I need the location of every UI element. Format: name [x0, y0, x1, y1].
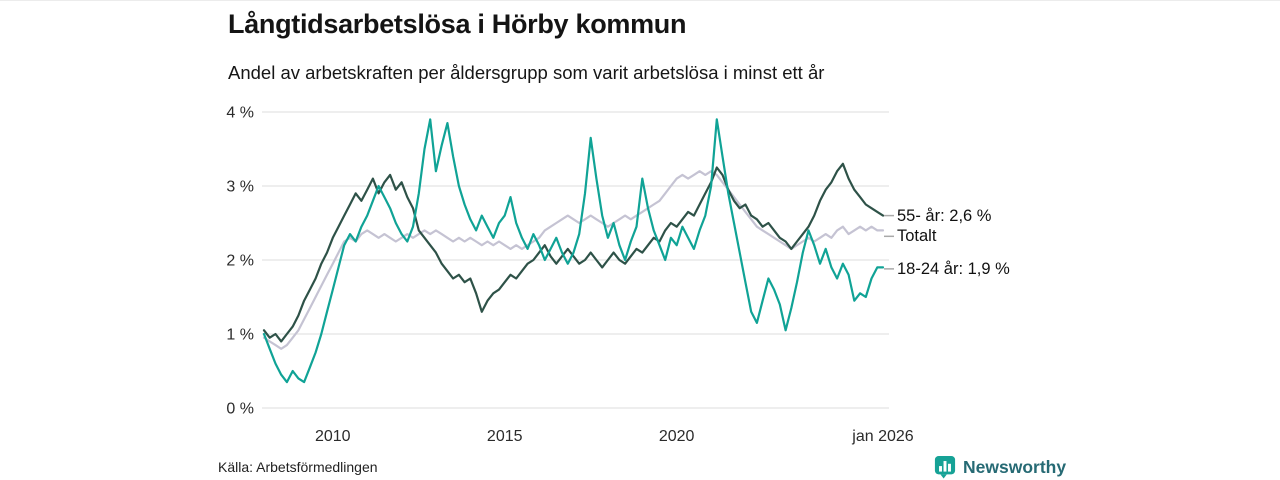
- brand-logo: Newsworthy: [934, 455, 1066, 479]
- source-note: Källa: Arbetsförmedlingen: [218, 459, 378, 475]
- y-tick-label: 2 %: [226, 253, 254, 270]
- x-tick-label: 2015: [487, 428, 523, 445]
- line-55-ar: [262, 162, 885, 343]
- chart-subtitle: Andel av arbetskraften per åldersgrupp s…: [228, 62, 825, 83]
- series-end-label-55: 55- år: 2,6 %: [897, 206, 992, 225]
- x-tick-label: 2010: [315, 428, 351, 445]
- series-end-label-18-24: 18-24 år: 1,9 %: [897, 259, 1010, 278]
- chart-title: Långtidsarbetslösa i Hörby kommun: [228, 9, 687, 39]
- y-tick-label: 3 %: [226, 179, 254, 196]
- line-totalt: [262, 170, 885, 350]
- series-end-label-totalt: Totalt: [897, 227, 937, 246]
- y-tick-label: 1 %: [226, 327, 254, 344]
- y-tick-label: 0 %: [226, 401, 254, 418]
- x-tick-label: jan 2026: [851, 428, 913, 445]
- line-18-24-ar: [262, 118, 885, 384]
- newsworthy-icon: [934, 456, 956, 479]
- x-tick-label: 2020: [659, 428, 695, 445]
- brand-name: Newsworthy: [963, 456, 1067, 477]
- y-tick-label: 4 %: [226, 105, 254, 122]
